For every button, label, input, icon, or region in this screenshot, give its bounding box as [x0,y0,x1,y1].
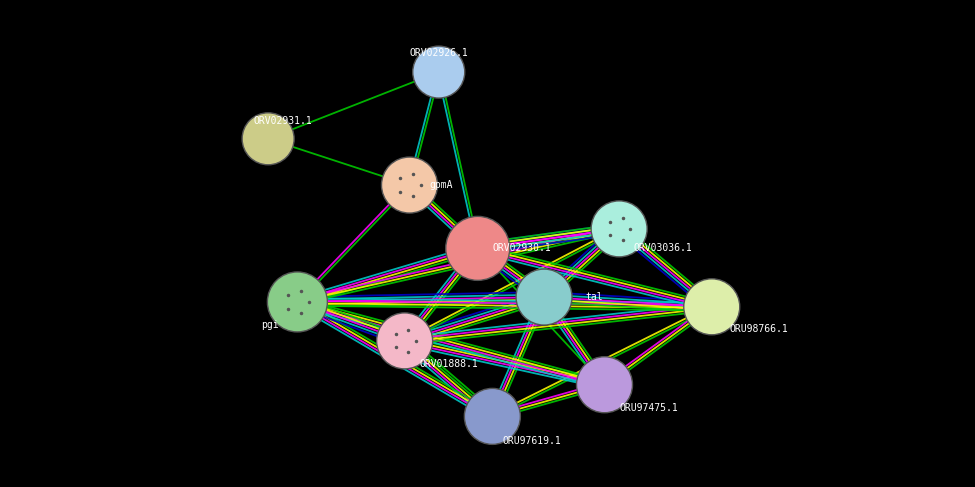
Text: ORV02931.1: ORV02931.1 [254,116,312,126]
Text: ORV02926.1: ORV02926.1 [410,48,468,57]
Text: ORV01888.1: ORV01888.1 [419,359,478,369]
Text: pgi: pgi [261,320,279,330]
Text: gpmA: gpmA [429,180,452,190]
Circle shape [267,272,328,332]
Text: ORV02930.1: ORV02930.1 [492,244,551,253]
Circle shape [683,279,740,335]
Text: ORV03036.1: ORV03036.1 [634,244,692,253]
Circle shape [376,313,433,369]
Circle shape [464,389,521,444]
Circle shape [242,113,294,165]
Text: ORU97475.1: ORU97475.1 [619,403,678,413]
Text: ORU98766.1: ORU98766.1 [729,324,788,334]
Circle shape [446,216,510,281]
Circle shape [381,157,438,213]
Circle shape [412,46,465,98]
Text: ORU97619.1: ORU97619.1 [502,436,561,446]
Text: tal: tal [585,292,603,302]
Circle shape [591,201,647,257]
Circle shape [576,357,633,412]
Circle shape [516,269,572,325]
